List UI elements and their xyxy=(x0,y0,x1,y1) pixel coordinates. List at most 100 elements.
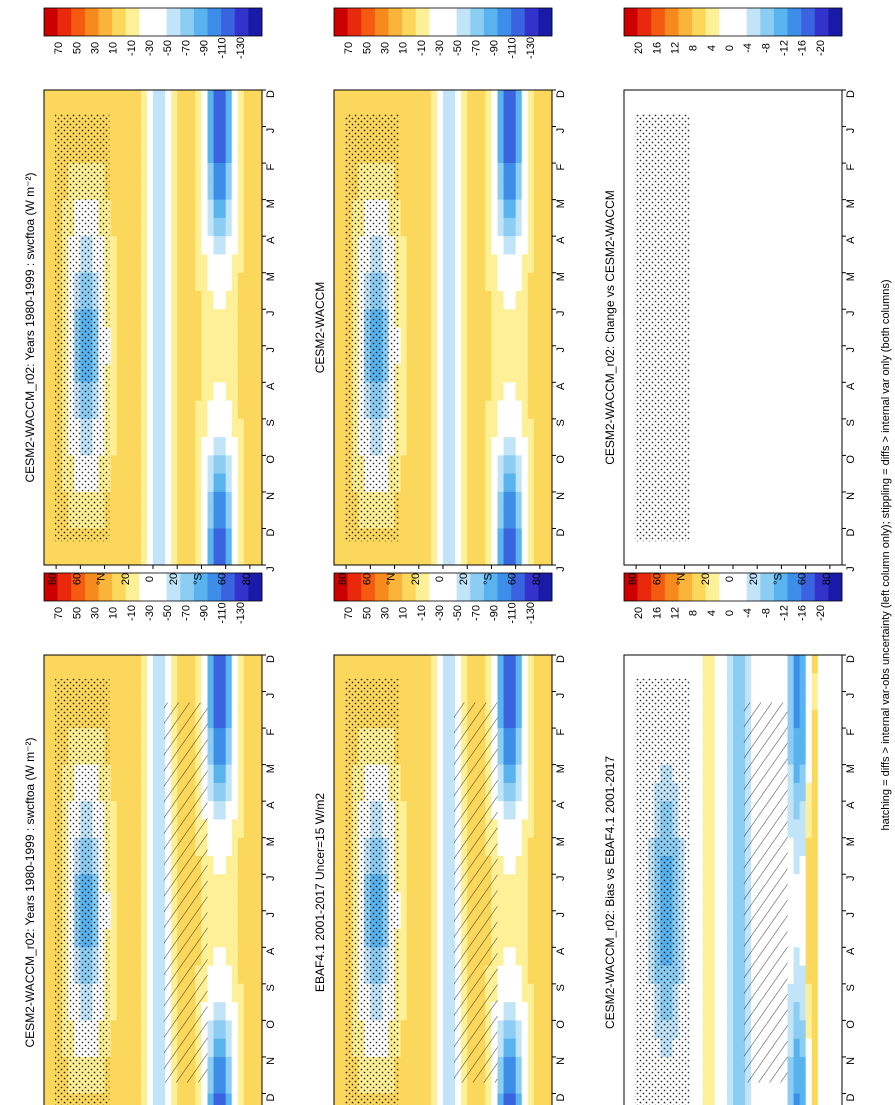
heatmap-cell xyxy=(630,983,637,1003)
heatmap-cell xyxy=(726,1002,734,1021)
heatmap-cell xyxy=(624,673,631,692)
heatmap-cell xyxy=(714,782,722,802)
heatmap-cell xyxy=(823,965,831,985)
heatmap-cell xyxy=(527,874,535,893)
heatmap-cell xyxy=(521,327,529,347)
heatmap-cell xyxy=(249,910,257,930)
heatmap-cell xyxy=(134,163,142,182)
heatmap-cell xyxy=(443,1093,450,1105)
heatmap-cell xyxy=(177,418,184,438)
heatmap-cell xyxy=(44,764,51,784)
heatmap-cell xyxy=(696,947,704,966)
heatmap-cell xyxy=(436,144,444,164)
heatmap-cell xyxy=(134,673,142,692)
heatmap-cell xyxy=(726,929,734,948)
heatmap-cell xyxy=(805,837,813,857)
heatmap-cell xyxy=(793,1056,801,1076)
heatmap-cell xyxy=(745,655,752,674)
colorbar-swatch xyxy=(443,8,457,36)
month-tick-label: S xyxy=(555,419,567,426)
heatmap-cell xyxy=(122,181,130,201)
heatmap-cell xyxy=(497,382,504,401)
heatmap-cell xyxy=(207,965,214,985)
heatmap-cell xyxy=(497,947,504,966)
heatmap-cell xyxy=(334,510,341,529)
heatmap-cell xyxy=(497,782,504,802)
heatmap-cell xyxy=(340,418,347,438)
heatmap-cell xyxy=(134,345,142,365)
heatmap-cell xyxy=(829,819,837,839)
heatmap-cell xyxy=(690,910,698,930)
heatmap-cell xyxy=(624,947,631,966)
month-tick-label: J xyxy=(555,347,567,353)
heatmap-cell xyxy=(449,819,456,839)
heatmap-cell xyxy=(165,418,172,438)
heatmap-cell xyxy=(255,437,263,456)
heatmap-cell xyxy=(424,181,432,201)
heatmap-cell xyxy=(134,746,142,766)
heatmap-cell xyxy=(436,327,444,347)
heatmap-cell xyxy=(823,947,831,966)
heatmap-cell xyxy=(473,199,480,219)
heatmap-cell xyxy=(394,655,402,674)
heatmap-cell xyxy=(412,929,420,948)
heatmap-cell xyxy=(533,910,541,930)
heatmap-cell xyxy=(418,364,426,383)
heatmap-cell xyxy=(340,782,347,802)
heatmap-cell xyxy=(823,1020,831,1040)
heatmap-cell xyxy=(153,181,160,201)
heatmap-cell xyxy=(533,309,541,328)
heatmap-cell xyxy=(467,673,474,692)
heatmap-cell xyxy=(835,782,843,802)
colorbar-label: -90 xyxy=(199,605,211,621)
heatmap-cell xyxy=(231,254,239,274)
heatmap-cell xyxy=(44,874,51,893)
heatmap-cell xyxy=(243,874,251,893)
heatmap-cell xyxy=(255,400,263,420)
heatmap-cell xyxy=(630,1093,637,1105)
heatmap-cell xyxy=(443,144,450,164)
heatmap-cell xyxy=(122,510,130,529)
heatmap-cell xyxy=(340,181,347,201)
heatmap-cell xyxy=(44,144,51,164)
heatmap-cell xyxy=(255,528,263,548)
heatmap-cell xyxy=(835,764,843,784)
heatmap-cell xyxy=(424,528,432,548)
heatmap-cell xyxy=(449,272,456,292)
heatmap-cell xyxy=(140,965,148,985)
colorbar-swatch xyxy=(429,8,444,36)
heatmap-cell xyxy=(503,673,511,692)
heatmap-cell xyxy=(817,965,825,985)
heatmap-cell xyxy=(533,437,541,456)
heatmap-cell xyxy=(521,163,529,182)
heatmap-cell xyxy=(690,965,698,985)
heatmap-cell xyxy=(497,528,504,548)
colorbar-label: -130 xyxy=(235,602,247,624)
heatmap-cell xyxy=(805,1038,813,1058)
heatmap-cell xyxy=(189,473,196,493)
heatmap-cell xyxy=(340,473,347,493)
heatmap-cell xyxy=(708,947,716,966)
colorbar-label: -30 xyxy=(144,605,156,621)
heatmap-cell xyxy=(134,126,142,146)
heatmap-cell xyxy=(219,254,227,274)
heatmap-cell xyxy=(146,673,154,692)
heatmap-cell xyxy=(449,655,456,674)
heatmap-cell xyxy=(165,1093,172,1105)
heatmap-cell xyxy=(539,1093,547,1105)
heatmap-cell xyxy=(533,144,541,164)
heatmap-cell xyxy=(189,673,196,692)
heatmap-cell xyxy=(533,181,541,201)
heatmap-cell xyxy=(424,910,432,930)
heatmap-cell xyxy=(733,1056,740,1076)
heatmap-cell xyxy=(412,345,420,365)
heatmap-cell xyxy=(527,144,535,164)
heatmap-cell xyxy=(255,217,263,237)
heatmap-cell xyxy=(165,510,172,529)
heatmap-cell xyxy=(44,473,51,493)
heatmap-cell xyxy=(690,855,698,875)
heatmap-cell xyxy=(207,455,214,475)
heatmap-cell xyxy=(165,528,172,548)
heatmap-cell xyxy=(527,236,535,255)
heatmap-cell xyxy=(817,910,825,930)
